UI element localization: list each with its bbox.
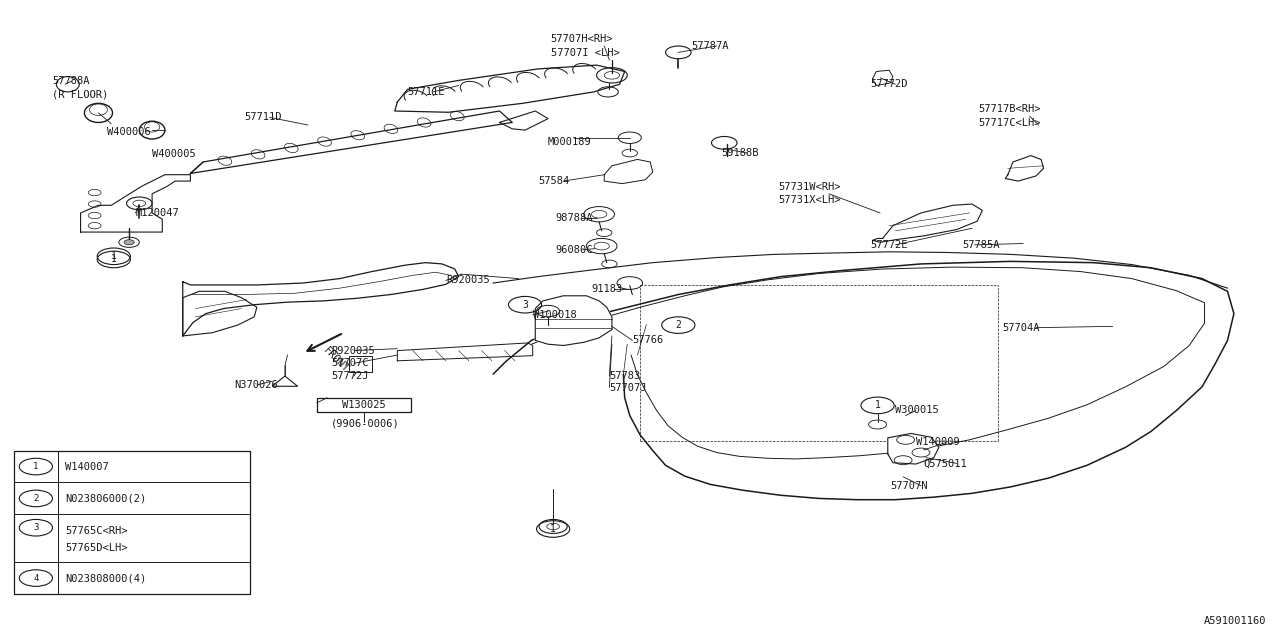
Text: 57766: 57766 [632, 335, 663, 346]
Text: FRONT: FRONT [321, 345, 351, 374]
Text: 57711E: 57711E [407, 87, 445, 97]
Text: N023806000(2): N023806000(2) [65, 493, 146, 504]
Polygon shape [535, 296, 612, 346]
Text: M120047: M120047 [136, 208, 179, 218]
Text: 57765C<RH>: 57765C<RH> [65, 526, 128, 536]
Polygon shape [888, 433, 938, 464]
Text: W300015: W300015 [896, 406, 940, 415]
Text: 1: 1 [33, 462, 38, 471]
Text: 57707C: 57707C [332, 358, 369, 369]
Text: R920035: R920035 [445, 275, 490, 285]
Polygon shape [183, 291, 257, 336]
Bar [317, 397, 411, 412]
Text: 1: 1 [111, 252, 116, 261]
Text: 57783: 57783 [609, 371, 640, 381]
Text: M000189: M000189 [548, 136, 591, 147]
Text: N023808000(4): N023808000(4) [65, 573, 146, 583]
Circle shape [124, 240, 134, 245]
Text: N370026: N370026 [234, 380, 278, 390]
Bar [348, 356, 371, 372]
Polygon shape [273, 376, 298, 387]
Polygon shape [1005, 156, 1043, 181]
Text: 98788A: 98788A [556, 213, 593, 223]
Polygon shape [873, 204, 982, 243]
Text: 57731W<RH>
57731X<LH>: 57731W<RH> 57731X<LH> [778, 182, 841, 205]
Text: (9906-0006): (9906-0006) [332, 418, 399, 428]
Text: 57772E: 57772E [870, 240, 908, 250]
Text: W400005: W400005 [152, 149, 196, 159]
Text: 57772J: 57772J [332, 371, 369, 381]
Text: 57788A
(R FLOOR): 57788A (R FLOOR) [52, 76, 109, 99]
Polygon shape [397, 343, 532, 361]
Polygon shape [81, 175, 191, 232]
Text: W130025: W130025 [342, 400, 387, 410]
Text: 57704A: 57704A [1002, 323, 1041, 333]
Text: 96080C: 96080C [556, 245, 593, 255]
Text: 57707H<RH>
57707I <LH>: 57707H<RH> 57707I <LH> [550, 35, 620, 58]
Polygon shape [191, 111, 512, 173]
Text: 91183: 91183 [591, 284, 622, 294]
Text: 57717B<RH>
57717C<LH>: 57717B<RH> 57717C<LH> [978, 104, 1041, 128]
Text: 3: 3 [522, 300, 527, 310]
Polygon shape [394, 65, 625, 112]
Text: 57787A: 57787A [691, 41, 728, 51]
Text: 57711D: 57711D [244, 113, 282, 122]
Text: W140009: W140009 [916, 437, 960, 447]
Text: 2: 2 [33, 494, 38, 503]
Text: 3: 3 [33, 524, 38, 532]
Text: 1: 1 [874, 401, 881, 410]
Text: W140007: W140007 [65, 461, 109, 472]
Text: 4: 4 [33, 573, 38, 582]
Text: 1: 1 [111, 255, 116, 264]
Text: 57772D: 57772D [870, 79, 908, 89]
Text: 57707J: 57707J [609, 383, 646, 392]
Polygon shape [604, 159, 653, 184]
Text: A591001160: A591001160 [1203, 616, 1266, 626]
Text: 2: 2 [676, 320, 681, 330]
Text: 1: 1 [550, 524, 556, 534]
Polygon shape [873, 70, 893, 86]
Text: 57584: 57584 [538, 176, 570, 186]
Text: 59188B: 59188B [722, 148, 759, 158]
Text: W100018: W100018 [532, 310, 576, 320]
Text: R920035: R920035 [332, 346, 375, 356]
Text: 57765D<LH>: 57765D<LH> [65, 543, 128, 553]
Text: W400006: W400006 [108, 127, 151, 137]
Bar [14, 451, 251, 594]
Text: Q575011: Q575011 [924, 458, 968, 468]
Text: 57785A: 57785A [961, 240, 1000, 250]
Polygon shape [183, 262, 458, 336]
Text: 57707N: 57707N [891, 481, 928, 491]
